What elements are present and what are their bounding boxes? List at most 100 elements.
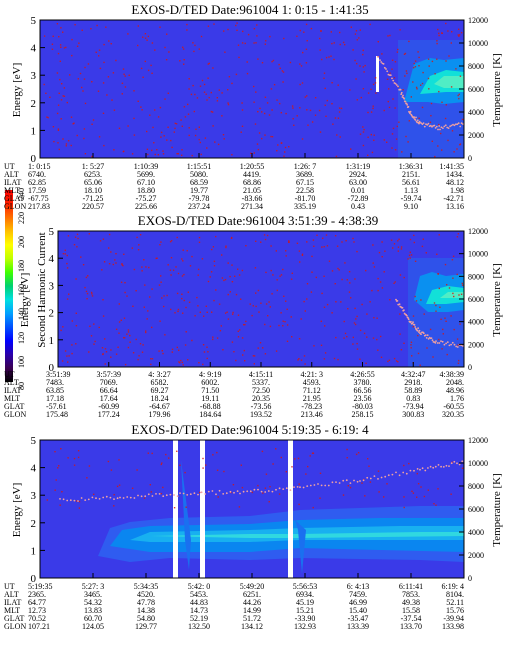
scatter-point [245,245,247,247]
scatter-point [118,127,121,129]
trace-point [414,119,417,121]
scatter-point [413,234,415,237]
scatter-point [127,346,130,349]
scatter-point [104,348,107,350]
table-cell: 9.10 [404,202,418,211]
scatter-point [245,320,247,323]
table-cell: -75.27 [136,194,157,203]
scatter-point [113,505,115,507]
table-cell: -60.99 [98,402,119,411]
scatter-point [374,77,377,79]
scatter-point [149,296,151,298]
table-row-label: GLON [4,410,26,419]
trace-point [436,342,439,344]
scatter-point [391,59,394,61]
scatter-point [428,88,430,90]
scatter-point [321,246,323,248]
trace-point [386,70,389,73]
scatter-point [253,42,255,44]
scatter-point [448,55,450,57]
scatter-point [458,359,460,362]
trace-point [460,122,463,125]
scatter-point [363,332,366,335]
scatter-point [366,336,368,338]
table-cell: 18.80 [137,186,155,195]
scatter-point [411,490,413,492]
trace-point [242,490,245,493]
scatter-point [305,473,307,475]
scatter-point [150,363,152,366]
trace-point [414,326,417,328]
scatter-point [355,30,358,32]
scatter-point [417,483,420,485]
scatter-point [258,311,260,313]
scatter-point [144,37,147,39]
trace-point [126,496,129,498]
trace-point [400,91,403,94]
scatter-point [118,303,120,305]
scatter-point [335,301,337,303]
scatter-point [282,320,284,322]
scatter-point [362,131,365,133]
y2-tick-label: 0 [468,363,472,372]
trace-point [450,462,453,465]
trace-point [186,494,189,496]
scatter-point [391,147,393,149]
scatter-point [369,23,371,26]
trace-point [445,342,447,345]
scatter-point [435,310,437,312]
scatter-point [255,240,257,242]
scatter-point [257,289,260,292]
scatter-point [97,90,100,92]
trace-point [395,84,398,86]
scatter-point [192,42,194,44]
colorbar-tick-label: 120 [17,332,26,344]
trace-point [441,340,444,343]
scatter-point [184,471,186,474]
scatter-point [77,450,80,452]
scatter-point [164,98,166,100]
trace-point [446,341,449,343]
table-cell: 258.15 [352,410,374,419]
scatter-point [309,455,311,457]
scatter-point [325,234,328,236]
scatter-point [205,93,207,95]
scatter-point [354,59,356,62]
scatter-point [345,240,347,242]
scatter-point [403,276,405,279]
scatter-point [59,44,62,46]
scatter-point [198,241,201,243]
trace-point [109,496,112,499]
table-row-label: GLAT [4,402,25,411]
scatter-point [344,44,346,46]
table-cell: -83.66 [242,194,263,203]
scatter-point [141,266,143,268]
scatter-point [151,452,153,455]
scatter-point [114,259,116,261]
scatter-point [260,302,262,304]
scatter-point [269,306,271,308]
scatter-point [445,22,447,25]
scatter-point [212,125,214,127]
scatter-point [301,253,304,255]
scatter-point [78,507,81,509]
y2-tick-label: 8000 [468,62,484,71]
scatter-point [257,347,259,349]
scatter-point [60,118,62,120]
table-row-label: UT [4,162,15,171]
trace-point [440,465,442,468]
scatter-point [51,43,54,45]
scatter-point [440,132,442,135]
trace-point [119,496,121,499]
scatter-point [148,266,150,269]
table-cell: 133.70 [400,622,422,631]
scatter-point [63,47,66,49]
scatter-point [349,486,352,489]
scatter-point [306,241,308,243]
scatter-point [297,359,299,361]
scatter-point [236,29,238,31]
table-cell: 63.00 [349,178,367,187]
scatter-point [257,148,260,151]
scatter-point [64,350,67,352]
scatter-point [91,293,93,295]
